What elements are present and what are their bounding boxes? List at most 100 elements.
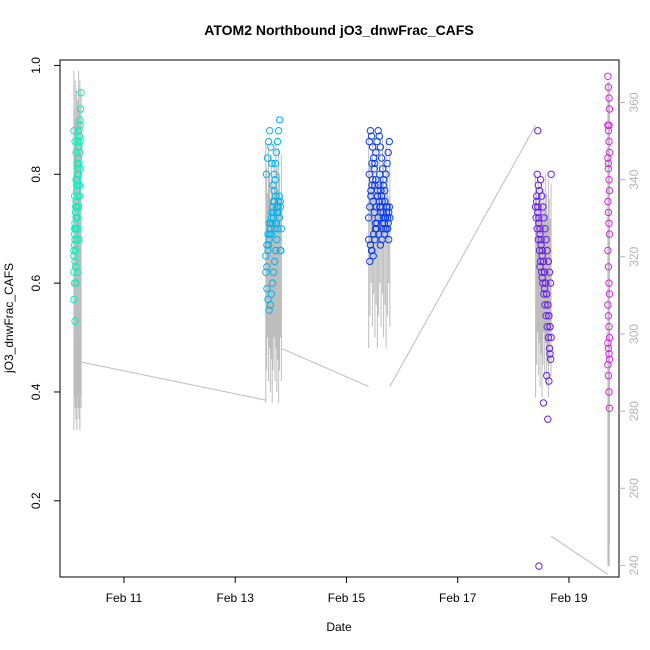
data-point: [536, 257, 545, 266]
data-point: [547, 333, 555, 342]
data-point: [605, 388, 613, 396]
data-point: [267, 219, 275, 228]
data-point: [533, 225, 541, 233]
data-point: [604, 208, 613, 217]
data-point: [604, 312, 613, 320]
data-point: [604, 301, 612, 309]
data-point: [373, 192, 382, 200]
data-point: [382, 170, 390, 179]
data-point: [604, 361, 612, 369]
data-point: [372, 225, 381, 233]
data-point: [76, 121, 84, 130]
data-point: [544, 301, 552, 309]
data-point: [385, 208, 393, 217]
data-point: [605, 323, 613, 331]
data-point: [70, 127, 78, 135]
data-point: [276, 116, 284, 124]
data-point: [272, 219, 281, 228]
data-point: [76, 116, 84, 124]
data-point: [535, 246, 544, 255]
data-point: [263, 154, 272, 162]
x-tick-label: Feb 13: [217, 591, 255, 605]
x-tick-label: Feb 15: [328, 591, 366, 605]
data-point: [263, 263, 271, 271]
data-point: [75, 132, 84, 140]
data-point: [268, 159, 276, 168]
data-point: [77, 89, 85, 97]
track-spikes: [265, 141, 282, 403]
data-point: [605, 176, 613, 184]
y2-tick-label: 260: [627, 478, 641, 498]
data-point: [273, 137, 282, 146]
data-point: [536, 263, 544, 271]
data-point: [547, 170, 555, 179]
data-point: [75, 127, 83, 135]
data-point: [367, 246, 376, 255]
data-point: [274, 203, 282, 211]
data-point: [379, 181, 387, 189]
data-point: [72, 176, 80, 184]
data-point: [371, 159, 379, 168]
data-point: [545, 344, 554, 353]
data-point: [605, 148, 614, 157]
data-point: [541, 225, 549, 233]
data-point: [539, 399, 548, 407]
data-point: [75, 235, 83, 244]
data-point: [271, 159, 279, 168]
data-point: [545, 312, 553, 320]
data-point: [376, 203, 385, 211]
data-point: [277, 246, 285, 255]
data-point: [384, 148, 392, 157]
data-point: [604, 127, 613, 135]
data-point: [73, 235, 81, 244]
data-point: [604, 344, 613, 353]
data-point: [604, 263, 613, 271]
data-point: [378, 219, 387, 228]
data-point: [367, 132, 376, 140]
data-point: [372, 148, 380, 157]
data-point: [366, 241, 375, 249]
y2-tick-label: 280: [627, 401, 641, 421]
data-point: [368, 143, 377, 151]
data-point: [262, 268, 270, 276]
data-point: [383, 214, 392, 222]
x-tick-label: Feb 19: [550, 591, 588, 605]
data-point: [271, 176, 279, 184]
data-point: [70, 252, 78, 260]
data-point: [604, 339, 612, 347]
data-point: [538, 192, 546, 200]
data-point: [376, 241, 385, 249]
data-point: [380, 225, 388, 233]
data-point: [605, 355, 614, 363]
data-point: [71, 317, 79, 325]
y-tick-label: 0.4: [29, 383, 43, 400]
data-point: [73, 192, 81, 200]
data-point: [385, 203, 393, 211]
data-point: [382, 225, 390, 233]
data-point: [541, 279, 550, 287]
data-point: [73, 181, 81, 189]
data-point: [544, 415, 552, 423]
data-point: [385, 137, 393, 146]
data-point: [366, 127, 375, 135]
data-point: [71, 246, 80, 255]
data-point: [374, 127, 382, 135]
data-point: [371, 235, 379, 244]
data-point: [604, 83, 613, 91]
data-point: [379, 214, 387, 222]
data-point: [375, 197, 383, 206]
data-point: [542, 235, 550, 244]
data-point: [71, 137, 79, 146]
data-point: [546, 279, 555, 287]
data-point: [535, 214, 543, 222]
data-point: [73, 268, 81, 276]
axes-layer: 0.2 0.4 0.6 0.8 1.0 240 260 280 300 320 340 360 Feb …: [29, 57, 641, 605]
data-point: [273, 208, 282, 217]
x-tick-label: Feb 17: [439, 591, 477, 605]
data-point: [75, 148, 84, 157]
data-point: [270, 186, 278, 195]
data-point: [536, 225, 544, 233]
data-point: [71, 263, 80, 271]
data-point: [604, 246, 612, 255]
